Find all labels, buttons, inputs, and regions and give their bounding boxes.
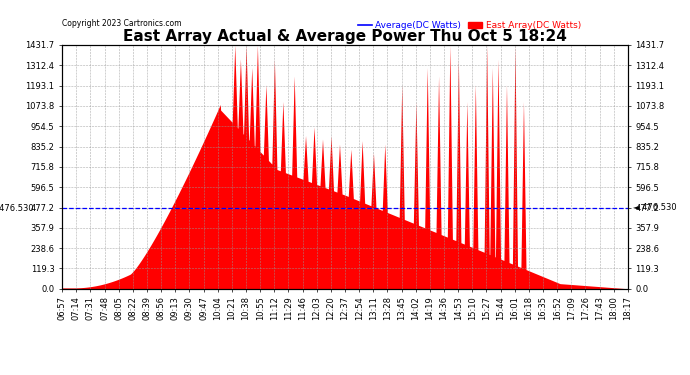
Text: Copyright 2023 Cartronics.com: Copyright 2023 Cartronics.com (62, 19, 181, 28)
Text: ▶ 476.530: ▶ 476.530 (0, 203, 34, 212)
Text: ◄ 476.530: ◄ 476.530 (633, 203, 677, 212)
Title: East Array Actual & Average Power Thu Oct 5 18:24: East Array Actual & Average Power Thu Oc… (123, 29, 567, 44)
Legend: Average(DC Watts), East Array(DC Watts): Average(DC Watts), East Array(DC Watts) (355, 18, 584, 34)
